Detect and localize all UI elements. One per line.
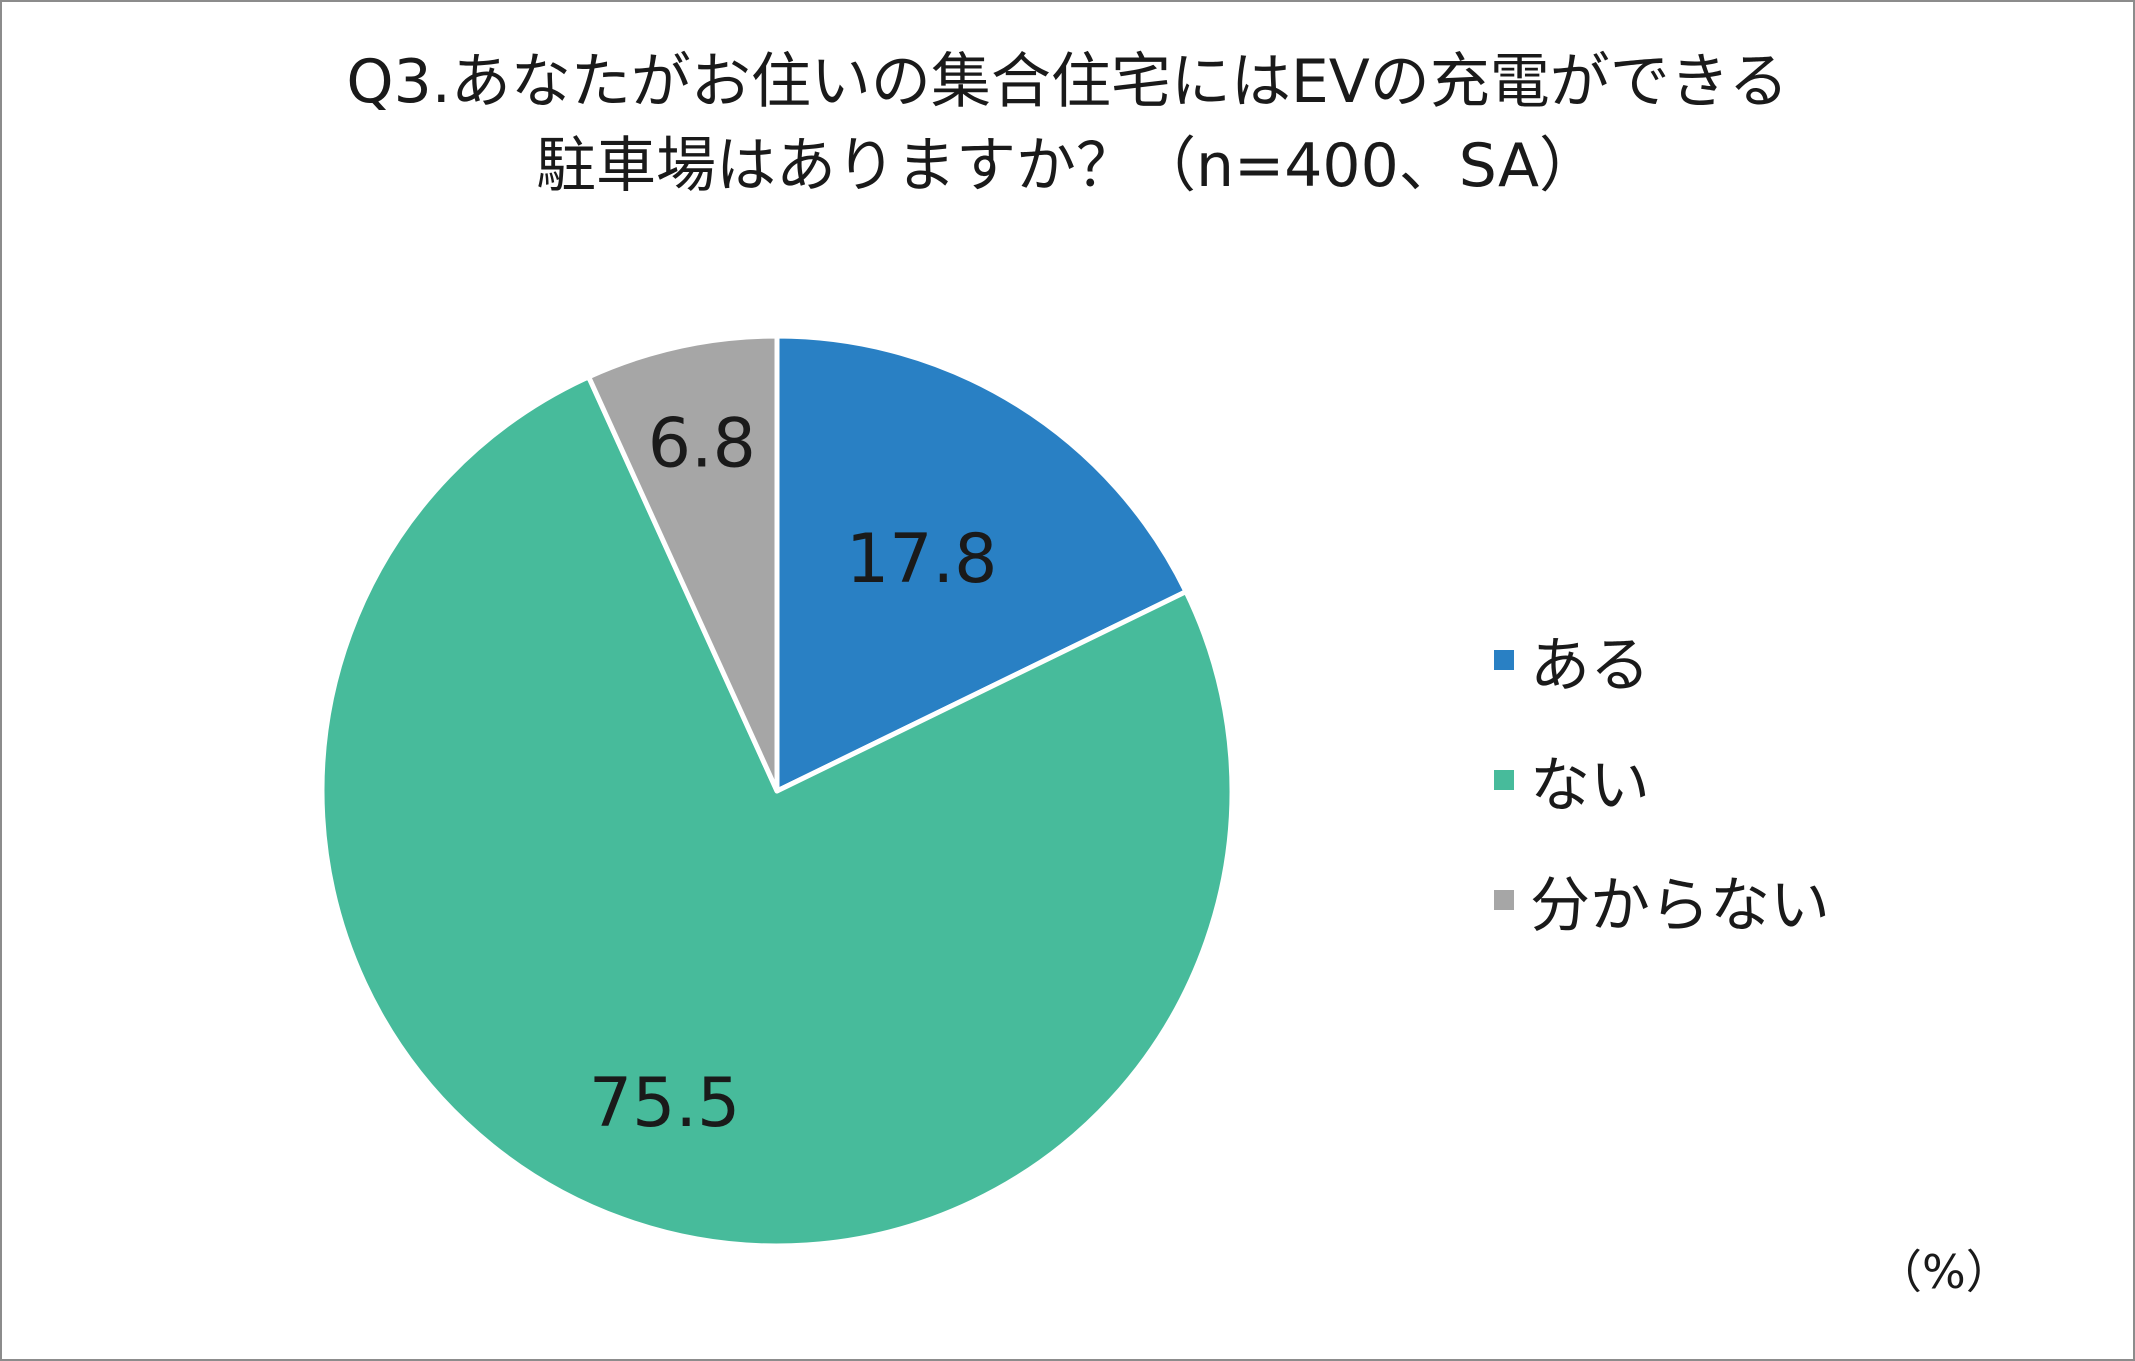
legend-label-nai: ない [1530,750,1650,821]
data-label-wakaranai: 6.8 [648,405,756,484]
chart-title-line-1: Q3.あなたがお住いの集合住宅にはEVの充電ができる [346,47,1789,117]
pie-slice-nai [319,374,1235,1249]
legend-item-nai: ない [1494,720,1830,840]
legend-swatch-aru [1494,650,1514,670]
data-label-aru: 17.8 [846,520,997,599]
legend-item-wakaranai: 分からない [1494,840,1830,960]
legend-swatch-nai [1494,770,1514,790]
legend-item-aru: ある [1494,600,1830,720]
legend-label-aru: ある [1530,630,1650,701]
chart-title-line-2: 駐車場はありますか？（n=400、SA） [535,131,1600,201]
legend: ある ない 分からない [1494,600,1830,960]
chart-title: Q3.あなたがお住いの集合住宅にはEVの充電ができる 駐車場はありますか？（n=… [0,40,2135,208]
unit-label: （%） [1876,1245,2012,1299]
legend-swatch-wakaranai [1494,890,1514,910]
pie-slice-wakaranai [586,333,780,794]
legend-label-wakaranai: 分からない [1530,870,1830,941]
pie-slice-aru [774,333,1189,794]
data-label-nai: 75.5 [589,1064,740,1143]
